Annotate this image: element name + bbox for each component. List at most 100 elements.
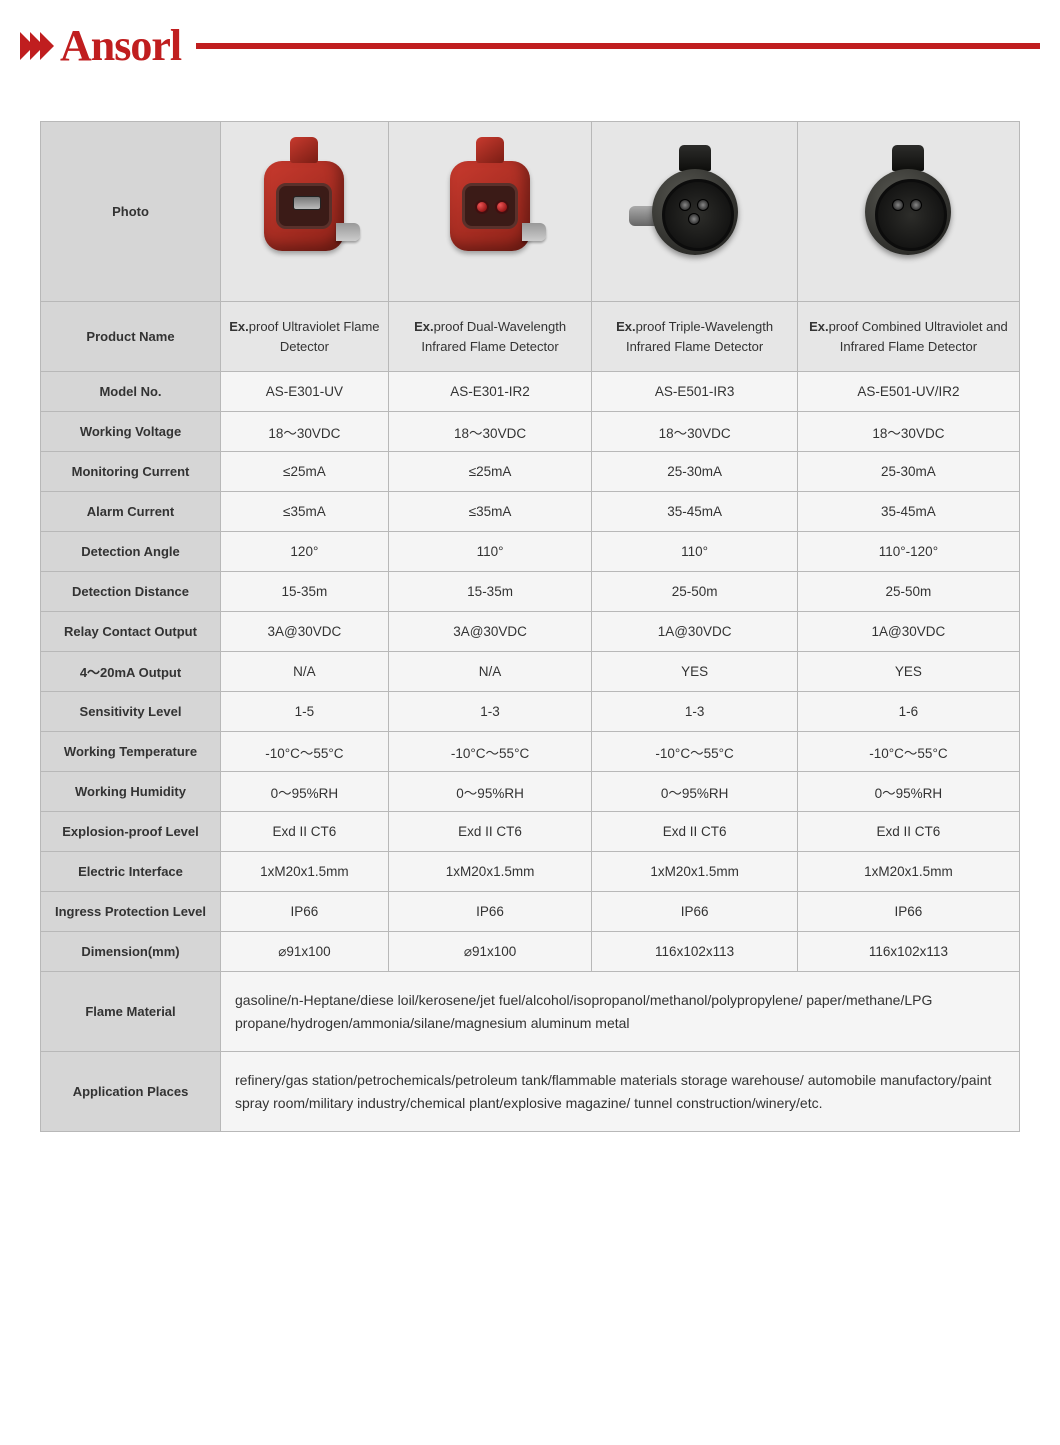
- table-cell: ≤25mA: [388, 452, 592, 492]
- table-row: Explosion-proof Level Exd II CT6 Exd II …: [41, 812, 1020, 852]
- row-label: Dimension(mm): [41, 932, 221, 972]
- flame-material-cell: gasoline/n-Heptane/diese loil/kerosene/j…: [221, 972, 1020, 1052]
- table-cell: 25-50m: [797, 572, 1019, 612]
- row-label: Electric Interface: [41, 852, 221, 892]
- table-cell: -10°C～55°C: [221, 732, 389, 772]
- table-cell: 25-50m: [592, 572, 798, 612]
- table-cell: -10°C～55°C: [388, 732, 592, 772]
- row-label: Explosion-proof Level: [41, 812, 221, 852]
- table-row: 4～20mA Output N/A N/A YES YES: [41, 652, 1020, 692]
- table-row: Model No. AS-E301-UV AS-E301-IR2 AS-E501…: [41, 372, 1020, 412]
- table-cell: 0～95%RH: [221, 772, 389, 812]
- table-cell: 1-3: [388, 692, 592, 732]
- photo-cell: [388, 122, 592, 302]
- row-label-name: Product Name: [41, 302, 221, 372]
- spec-table: Photo Product Name Ex.proof Ultraviolet …: [40, 121, 1020, 1132]
- table-cell: 1A@30VDC: [797, 612, 1019, 652]
- product-photo-icon: [249, 161, 359, 291]
- table-cell: 0～95%RH: [592, 772, 798, 812]
- table-cell: Exd II CT6: [592, 812, 798, 852]
- table-cell: 1-3: [592, 692, 798, 732]
- row-label: Application Places: [41, 1052, 221, 1132]
- row-label: Flame Material: [41, 972, 221, 1052]
- product-photo-icon: [640, 159, 750, 289]
- table-cell: 18～30VDC: [388, 412, 592, 452]
- table-cell: ≤35mA: [388, 492, 592, 532]
- table-row: Detection Distance 15-35m 15-35m 25-50m …: [41, 572, 1020, 612]
- row-label-photo: Photo: [41, 122, 221, 302]
- table-cell: Exd II CT6: [797, 812, 1019, 852]
- table-row-name: Product Name Ex.proof Ultraviolet Flame …: [41, 302, 1020, 372]
- table-row: Working Voltage 18～30VDC 18～30VDC 18～30V…: [41, 412, 1020, 452]
- table-cell: 110°-120°: [797, 532, 1019, 572]
- row-label: Working Voltage: [41, 412, 221, 452]
- table-cell: AS-E301-UV: [221, 372, 389, 412]
- chevron-group-icon: [20, 32, 50, 60]
- row-label: Working Temperature: [41, 732, 221, 772]
- row-label: Alarm Current: [41, 492, 221, 532]
- table-cell: Exd II CT6: [221, 812, 389, 852]
- row-label: Sensitivity Level: [41, 692, 221, 732]
- photo-cell: [797, 122, 1019, 302]
- table-cell: IP66: [388, 892, 592, 932]
- table-row: Sensitivity Level 1-5 1-3 1-3 1-6: [41, 692, 1020, 732]
- table-cell: 1-6: [797, 692, 1019, 732]
- table-row-flame-material: Flame Material gasoline/n-Heptane/diese …: [41, 972, 1020, 1052]
- photo-cell: [592, 122, 798, 302]
- table-cell: 25-30mA: [592, 452, 798, 492]
- table-row: Detection Angle 120° 110° 110° 110°-120°: [41, 532, 1020, 572]
- table-cell: 1xM20x1.5mm: [221, 852, 389, 892]
- table-row-photo: Photo: [41, 122, 1020, 302]
- table-cell: 35-45mA: [797, 492, 1019, 532]
- table-cell: 1xM20x1.5mm: [592, 852, 798, 892]
- product-photo-icon: [853, 159, 963, 289]
- table-cell: ≤25mA: [221, 452, 389, 492]
- product-name-cell: Ex.proof Triple-Wavelength Infrared Flam…: [592, 302, 798, 372]
- page-header: Ansorl: [0, 20, 1060, 71]
- table-row: Electric Interface 1xM20x1.5mm 1xM20x1.5…: [41, 852, 1020, 892]
- table-cell: -10°C～55°C: [797, 732, 1019, 772]
- table-cell: 15-35m: [221, 572, 389, 612]
- table-cell: -10°C～55°C: [592, 732, 798, 772]
- table-cell: ≤35mA: [221, 492, 389, 532]
- table-cell: IP66: [592, 892, 798, 932]
- table-cell: ⌀91x100: [388, 932, 592, 972]
- row-label: 4～20mA Output: [41, 652, 221, 692]
- table-cell: 3A@30VDC: [221, 612, 389, 652]
- table-cell: 1A@30VDC: [592, 612, 798, 652]
- table-cell: 18～30VDC: [797, 412, 1019, 452]
- table-row: Relay Contact Output 3A@30VDC 3A@30VDC 1…: [41, 612, 1020, 652]
- table-cell: N/A: [388, 652, 592, 692]
- table-cell: AS-E501-IR3: [592, 372, 798, 412]
- row-label: Ingress Protection Level: [41, 892, 221, 932]
- table-cell: 1-5: [221, 692, 389, 732]
- table-row-application: Application Places refinery/gas station/…: [41, 1052, 1020, 1132]
- row-label: Detection Distance: [41, 572, 221, 612]
- header-divider: [196, 43, 1040, 49]
- table-cell: 1xM20x1.5mm: [388, 852, 592, 892]
- table-cell: 0～95%RH: [388, 772, 592, 812]
- table-cell: N/A: [221, 652, 389, 692]
- table-row: Working Humidity 0～95%RH 0～95%RH 0～95%RH…: [41, 772, 1020, 812]
- table-cell: 18～30VDC: [592, 412, 798, 452]
- row-label: Model No.: [41, 372, 221, 412]
- table-cell: 35-45mA: [592, 492, 798, 532]
- product-name-cell: Ex.proof Combined Ultraviolet and Infrar…: [797, 302, 1019, 372]
- table-cell: YES: [592, 652, 798, 692]
- table-row: Ingress Protection Level IP66 IP66 IP66 …: [41, 892, 1020, 932]
- table-cell: 116x102x113: [592, 932, 798, 972]
- brand-logo: Ansorl: [60, 20, 181, 71]
- table-cell: YES: [797, 652, 1019, 692]
- row-label: Detection Angle: [41, 532, 221, 572]
- application-places-cell: refinery/gas station/petrochemicals/petr…: [221, 1052, 1020, 1132]
- row-label: Working Humidity: [41, 772, 221, 812]
- table-cell: Exd II CT6: [388, 812, 592, 852]
- table-cell: ⌀91x100: [221, 932, 389, 972]
- table-cell: 120°: [221, 532, 389, 572]
- table-cell: 0～95%RH: [797, 772, 1019, 812]
- product-name-cell: Ex.proof Dual-Wavelength Infrared Flame …: [388, 302, 592, 372]
- table-row: Alarm Current ≤35mA ≤35mA 35-45mA 35-45m…: [41, 492, 1020, 532]
- table-cell: 116x102x113: [797, 932, 1019, 972]
- table-cell: 1xM20x1.5mm: [797, 852, 1019, 892]
- table-cell: AS-E301-IR2: [388, 372, 592, 412]
